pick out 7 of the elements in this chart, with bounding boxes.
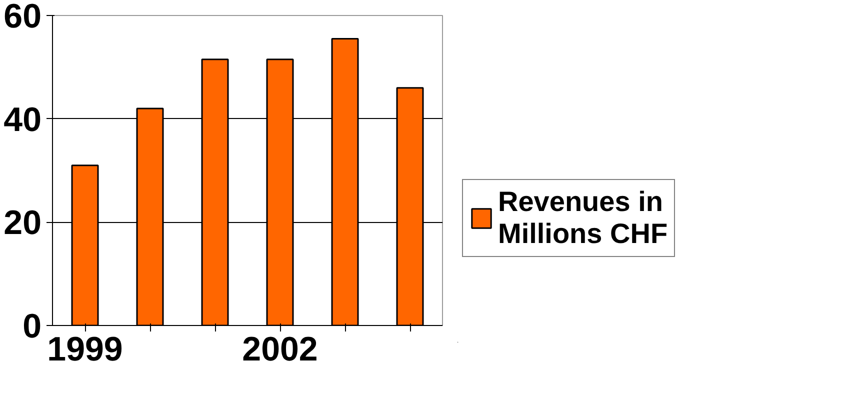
x-tick-label: 2002 — [242, 330, 318, 368]
y-tick-label: 20 — [4, 204, 42, 242]
y-tick-label: 40 — [4, 100, 42, 139]
y-tick-label: 60 — [4, 0, 42, 36]
legend-label: Revenues in Millions CHF — [498, 186, 668, 250]
x-tick-label: 1999 — [47, 330, 123, 368]
y-tick-label: 0 — [22, 308, 42, 346]
